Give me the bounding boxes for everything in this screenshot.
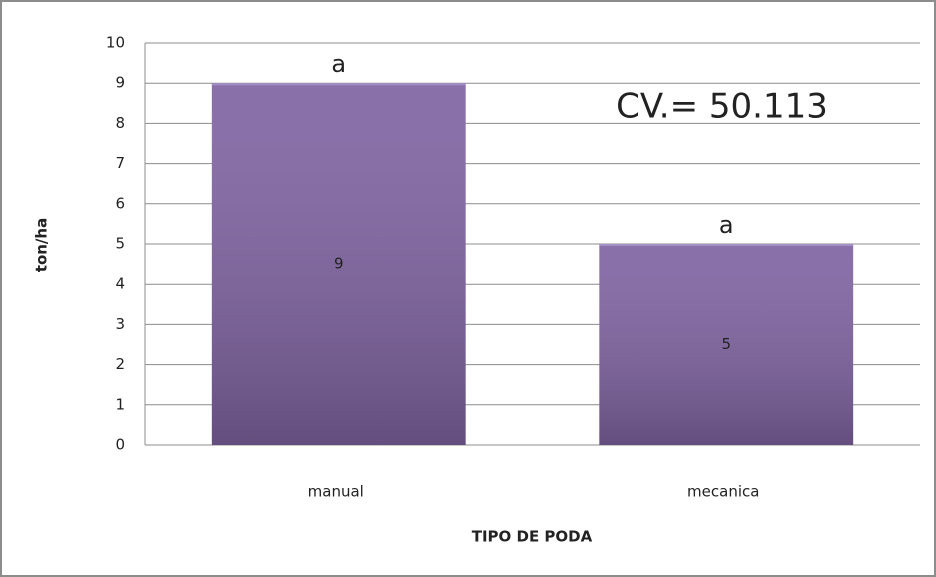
y-tick-label: 5 — [115, 235, 125, 253]
x-axis-label: TIPO DE PODA — [472, 528, 593, 546]
group-label: a — [331, 50, 346, 78]
cv-annotation: CV.= 50.113 — [616, 87, 828, 127]
y-tick-label: 4 — [115, 275, 125, 293]
value-label: 5 — [721, 335, 731, 353]
y-tick-label: 6 — [115, 194, 125, 212]
group-label: a — [719, 211, 734, 239]
x-tick-label: mecanica — [687, 483, 759, 501]
y-tick-label: 10 — [106, 34, 125, 52]
y-axis-label: ton/ha — [33, 218, 51, 272]
y-tick-label: 9 — [115, 74, 125, 92]
y-tick-label: 1 — [115, 395, 125, 413]
y-tick-label: 0 — [115, 436, 125, 454]
y-tick-label: 7 — [115, 154, 125, 172]
y-tick-label: 2 — [115, 355, 125, 373]
x-tick-label: manual — [308, 483, 364, 501]
y-tick-label: 3 — [115, 315, 125, 333]
y-tick-label: 8 — [115, 114, 125, 132]
value-label: 9 — [334, 255, 344, 273]
